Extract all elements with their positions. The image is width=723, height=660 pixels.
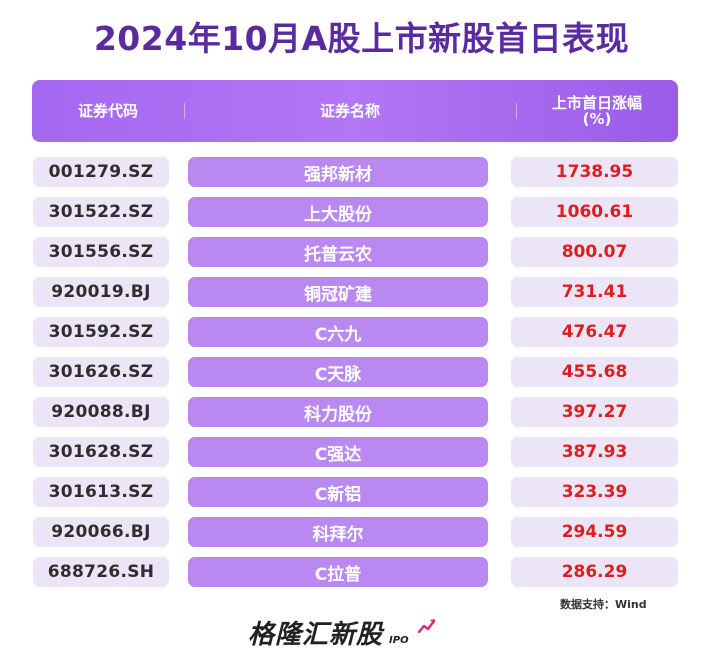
first-day-gain: 294.59 bbox=[511, 517, 678, 547]
header-code: 证券代码 bbox=[77, 102, 138, 120]
table-row: 688726.SH C拉普 286.29 bbox=[0, 557, 723, 587]
security-name: C天脉 bbox=[188, 357, 488, 387]
security-code: 688726.SH bbox=[33, 557, 169, 587]
table-row: 920019.BJ 铜冠矿建 731.41 bbox=[0, 277, 723, 307]
table-row: 301628.SZ C强达 387.93 bbox=[0, 437, 723, 467]
security-code: 920019.BJ bbox=[33, 277, 169, 307]
security-name: 强邦新材 bbox=[188, 157, 488, 187]
security-code: 301522.SZ bbox=[33, 197, 169, 227]
header-pct-line1: 上市首日涨幅 bbox=[551, 94, 642, 112]
security-name: 铜冠矿建 bbox=[188, 277, 488, 307]
security-name: 托普云农 bbox=[188, 237, 488, 267]
security-code: 920088.BJ bbox=[33, 397, 169, 427]
security-code: 301592.SZ bbox=[33, 317, 169, 347]
table-row: 001279.SZ 强邦新材 1738.95 bbox=[0, 157, 723, 187]
first-day-gain: 286.29 bbox=[511, 557, 678, 587]
security-code: 301556.SZ bbox=[33, 237, 169, 267]
first-day-gain: 1060.61 bbox=[511, 197, 678, 227]
table-row: 301522.SZ 上大股份 1060.61 bbox=[0, 197, 723, 227]
logo-text: 格隆汇新股 bbox=[248, 619, 384, 650]
table-header: 证券代码 证券名称 上市首日涨幅 (%) bbox=[32, 80, 678, 142]
logo: 格隆汇新股 IPO bbox=[248, 612, 436, 652]
security-name: C六九 bbox=[188, 317, 488, 347]
table-row: 920066.BJ 科拜尔 294.59 bbox=[0, 517, 723, 547]
first-day-gain: 731.41 bbox=[511, 277, 678, 307]
header-pct: 上市首日涨幅 (%) bbox=[516, 80, 678, 142]
header-divider bbox=[184, 103, 185, 119]
table-row: 301592.SZ C六九 476.47 bbox=[0, 317, 723, 347]
table-row: 301613.SZ C新铝 323.39 bbox=[0, 477, 723, 507]
security-code: 920066.BJ bbox=[33, 517, 169, 547]
first-day-gain: 387.93 bbox=[511, 437, 678, 467]
security-code: 001279.SZ bbox=[33, 157, 169, 187]
security-code: 301626.SZ bbox=[33, 357, 169, 387]
first-day-gain: 800.07 bbox=[511, 237, 678, 267]
header-divider bbox=[516, 103, 517, 119]
table-row: 301556.SZ 托普云农 800.07 bbox=[0, 237, 723, 267]
header-name: 证券名称 bbox=[319, 102, 380, 120]
security-name: 科拜尔 bbox=[188, 517, 488, 547]
security-name: C拉普 bbox=[188, 557, 488, 587]
table-row: 301626.SZ C天脉 455.68 bbox=[0, 357, 723, 387]
table-row: 920088.BJ 科力股份 397.27 bbox=[0, 397, 723, 427]
security-code: 301613.SZ bbox=[33, 477, 169, 507]
data-source: 数据支持：Wind bbox=[560, 598, 647, 611]
trend-arrow-icon bbox=[418, 619, 436, 634]
first-day-gain: 323.39 bbox=[511, 477, 678, 507]
first-day-gain: 476.47 bbox=[511, 317, 678, 347]
first-day-gain: 397.27 bbox=[511, 397, 678, 427]
header-pct-line2: (%) bbox=[582, 110, 612, 128]
security-name: 科力股份 bbox=[188, 397, 488, 427]
first-day-gain: 455.68 bbox=[511, 357, 678, 387]
first-day-gain: 1738.95 bbox=[511, 157, 678, 187]
page-title: 2024年10月A股上市新股首日表现 bbox=[93, 19, 630, 58]
security-name: C新铝 bbox=[188, 477, 488, 507]
security-name: C强达 bbox=[188, 437, 488, 467]
security-name: 上大股份 bbox=[188, 197, 488, 227]
security-code: 301628.SZ bbox=[33, 437, 169, 467]
logo-ipo: IPO bbox=[389, 634, 409, 646]
